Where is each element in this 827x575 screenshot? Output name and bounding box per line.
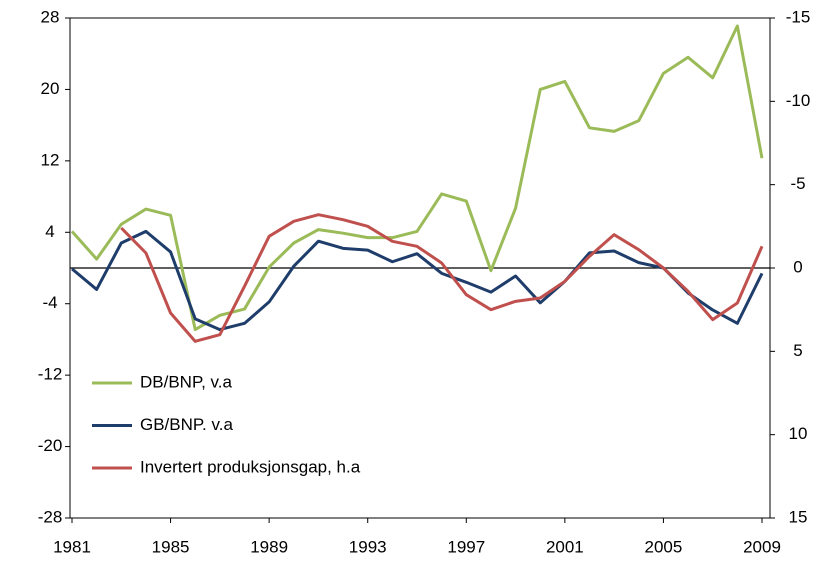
y2-tick-label: 0 [793,257,802,276]
y-tick-label: -20 [38,436,63,455]
y2-tick-label: 10 [789,424,808,443]
x-tick-label: 1985 [152,537,190,556]
y-tick-label: 12 [41,150,60,169]
y-tick-label: 4 [45,222,54,241]
y2-tick-label: -10 [786,91,811,110]
y2-tick-label: -5 [790,174,805,193]
x-tick-label: 2009 [743,537,781,556]
x-tick-label: 1981 [53,537,91,556]
series-line [120,213,764,343]
y2-tick-label: -15 [786,7,811,26]
y2-tick-label: 5 [793,341,802,360]
x-tick-label: 1989 [250,537,288,556]
series-line [71,229,764,332]
y-tick-label: 28 [41,7,60,26]
x-tick-label: 2001 [546,537,584,556]
legend-label: GB/BNP. v.a [140,415,233,434]
legend-label: DB/BNP, v.a [140,372,233,391]
series-line [70,24,764,332]
x-tick-label: 1997 [447,537,485,556]
y-tick-label: -12 [38,365,63,384]
y-tick-label: -28 [38,507,63,526]
y-tick-label: -4 [42,293,57,312]
y-tick-label: 20 [41,79,60,98]
y2-tick-label: 15 [789,507,808,526]
x-tick-label: 2005 [645,537,683,556]
x-tick-label: 1993 [349,537,387,556]
legend-label: Invertert produksjonsgap, h.a [140,457,361,476]
